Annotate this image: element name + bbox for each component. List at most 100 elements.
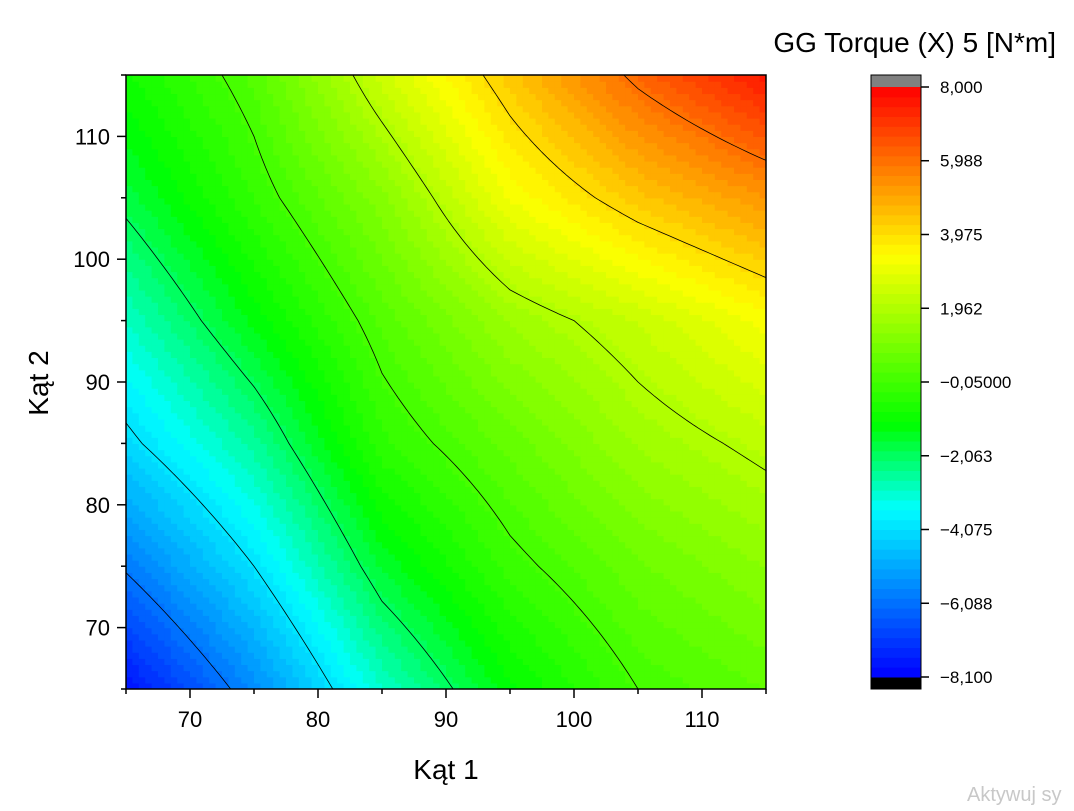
contour-cell — [670, 652, 677, 659]
contour-cell — [561, 560, 569, 567]
contour-cell — [202, 578, 210, 586]
contour-cell — [420, 572, 428, 580]
contour-cell — [433, 449, 441, 457]
contour-cell — [196, 424, 204, 432]
contour-cell — [388, 461, 396, 469]
contour-cell — [401, 510, 409, 518]
contour-cell — [510, 461, 517, 469]
contour-cell — [196, 529, 204, 537]
contour-cell — [599, 474, 607, 481]
contour-cell — [170, 578, 178, 586]
contour-cell — [599, 646, 607, 653]
contour-cell — [266, 455, 274, 463]
contour-cell — [247, 658, 255, 666]
contour-cell — [695, 590, 703, 598]
contour-cell — [145, 633, 153, 641]
contour-cell — [420, 504, 428, 512]
contour-cell — [650, 523, 658, 530]
contour-cell — [586, 486, 594, 494]
contour-cell — [535, 603, 543, 610]
contour-cell — [663, 664, 671, 672]
contour-cell — [638, 676, 645, 684]
contour-cell — [618, 461, 626, 469]
contour-cell — [170, 431, 178, 438]
contour-cell — [350, 498, 357, 506]
contour-cell — [727, 412, 735, 420]
contour-cell — [330, 400, 338, 408]
contour-cell — [695, 639, 703, 647]
contour-cell — [439, 412, 447, 420]
contour-cell — [324, 498, 332, 506]
contour-cell — [375, 572, 383, 580]
contour-cell — [343, 590, 351, 598]
contour-cell — [618, 486, 626, 494]
contour-cell — [740, 412, 748, 420]
contour-cell — [490, 523, 498, 530]
contour-cell — [375, 652, 383, 659]
contour-cell — [522, 609, 530, 616]
contour-cell — [465, 615, 473, 623]
contour-cell — [202, 664, 210, 672]
contour-cell — [746, 467, 754, 475]
contour-cell — [222, 596, 229, 604]
contour-cell — [202, 572, 210, 580]
contour-cell — [458, 615, 466, 623]
contour-cell — [548, 394, 556, 402]
contour-cell — [369, 578, 377, 586]
contour-cell — [574, 566, 581, 573]
contour-cell — [439, 633, 447, 641]
contour-cell — [670, 523, 677, 530]
contour-cell — [510, 388, 517, 395]
contour-cell — [510, 455, 517, 463]
contour-cell — [254, 664, 261, 672]
contour-cell — [343, 449, 351, 457]
contour-cell — [580, 639, 588, 647]
contour-cell — [644, 492, 652, 500]
contour-cell — [458, 578, 466, 586]
contour-cell — [350, 406, 357, 414]
contour-cell — [247, 504, 255, 512]
contour-cell — [510, 412, 517, 420]
contour-cell — [286, 486, 293, 494]
contour-cell — [548, 633, 556, 641]
contour-cell — [254, 431, 261, 438]
contour-cell — [375, 517, 383, 524]
contour-cell — [196, 560, 204, 567]
contour-cell — [388, 535, 396, 543]
contour-cell — [503, 474, 511, 481]
contour-cell — [535, 486, 543, 494]
contour-cell — [382, 443, 389, 451]
contour-cell — [177, 467, 185, 475]
contour-cell — [586, 461, 594, 469]
contour-cell — [158, 553, 165, 561]
contour-cell — [343, 492, 351, 500]
contour-cell — [279, 474, 287, 481]
contour-cell — [177, 664, 185, 672]
contour-cell — [625, 547, 633, 555]
contour-cell — [625, 541, 633, 549]
contour-cell — [369, 382, 377, 389]
contour-cell — [260, 474, 268, 481]
contour-cell — [292, 572, 300, 580]
contour-cell — [311, 639, 319, 647]
contour-cell — [695, 584, 703, 592]
contour-cell — [228, 517, 236, 524]
contour-cell — [510, 609, 517, 616]
contour-cell — [612, 578, 620, 586]
contour-cell — [535, 492, 543, 500]
contour-cell — [586, 388, 594, 395]
contour-cell — [746, 431, 754, 438]
contour-cell — [638, 474, 645, 481]
contour-cell — [708, 547, 716, 555]
contour-cell — [266, 486, 274, 494]
contour-cell — [196, 652, 204, 659]
contour-cell — [126, 609, 133, 616]
contour-cell — [388, 498, 396, 506]
contour-cell — [567, 541, 575, 549]
contour-cell — [305, 424, 313, 432]
contour-cell — [382, 523, 389, 530]
contour-cell — [497, 658, 505, 666]
contour-cell — [330, 615, 338, 623]
contour-cell — [554, 474, 562, 481]
contour-cell — [759, 388, 766, 395]
